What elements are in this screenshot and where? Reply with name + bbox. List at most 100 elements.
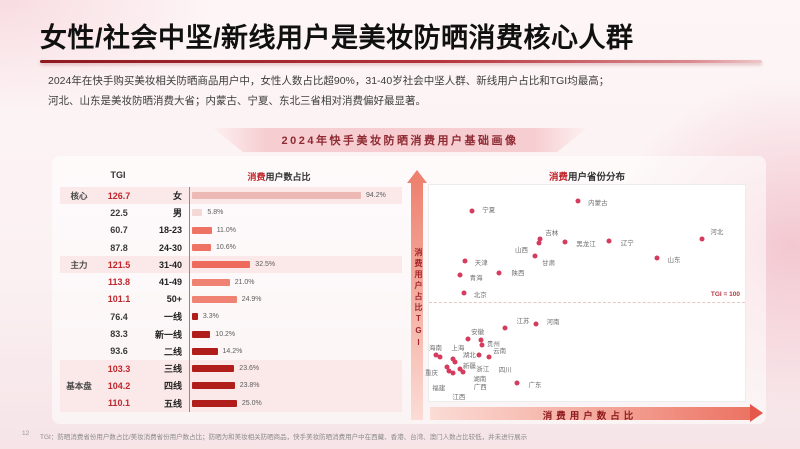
bar-row: 103.3 三线 23.6% bbox=[60, 359, 402, 378]
scatter-label: 天津 bbox=[474, 260, 488, 268]
bar bbox=[192, 365, 235, 373]
scatter-label: 海南 bbox=[428, 345, 442, 353]
scatter-label: 广西 bbox=[473, 383, 487, 391]
bar bbox=[192, 244, 211, 252]
bar-row: 87.8 24-30 10.6% bbox=[60, 238, 402, 257]
scatter-dot bbox=[469, 208, 475, 214]
category-label: 24-30 bbox=[158, 242, 182, 253]
bar-value: 32.5% bbox=[255, 261, 276, 269]
scatter-dot bbox=[575, 198, 581, 204]
scatter-label: 河南 bbox=[546, 318, 560, 326]
group-label: 主力 bbox=[70, 259, 88, 270]
scatter-label: 福建 bbox=[432, 385, 446, 393]
bar-value: 23.6% bbox=[239, 365, 260, 373]
subtitle-line-2: 河北、山东是美妆防晒消费大省；内蒙古、宁夏、东北三省相对消费偏好最显著。 bbox=[48, 94, 426, 107]
scatter-dot bbox=[486, 354, 492, 359]
scatter-dot bbox=[460, 369, 466, 375]
bar-row: 核心 126.7 女 94.2% bbox=[60, 187, 402, 205]
bar-value: 5.8% bbox=[207, 209, 224, 217]
bar-row: 76.4 一线 3.3% bbox=[60, 308, 402, 326]
footnote: TGI：防晒消费省份用户数占比/美妆消费省份用户数占比；防晒为和美妆相关防晒商品… bbox=[40, 434, 528, 441]
scatter-label: 广东 bbox=[528, 382, 542, 390]
tgi-value: 83.3 bbox=[110, 329, 128, 340]
scatter-panel: TGI = 100 宁夏 内蒙古 吉林 山西 黑龙江 辽宁 河北 天津 甘肃 山东 青海 陕西 北京 江苏… bbox=[425, 184, 746, 402]
tgi-value: 76.4 bbox=[110, 311, 128, 322]
bar-area: 32.5% bbox=[189, 256, 402, 274]
page-number: 12 bbox=[22, 430, 30, 437]
title-divider bbox=[40, 60, 762, 63]
scatter-dot bbox=[606, 238, 612, 244]
bar-value: 25.0% bbox=[241, 399, 262, 407]
scatter-title-accent: 消费 bbox=[548, 172, 568, 183]
tgi-value: 87.8 bbox=[110, 242, 128, 253]
scatter-label: 北京 bbox=[473, 292, 487, 299]
scatter-dot bbox=[465, 336, 471, 342]
bar-value: 24.9% bbox=[241, 295, 262, 303]
scatter-dot bbox=[537, 236, 543, 242]
bar-value: 94.2% bbox=[366, 192, 386, 200]
scatter-dot bbox=[699, 236, 705, 242]
bar-rows: 核心 126.7 女 94.2% 22.5 男 5.8% 60.7 18-23 11.0% 87.8… bbox=[60, 187, 402, 412]
scatter-dot bbox=[476, 352, 482, 358]
bar-chart: TGI 消费用户数占比 核心 126.7 女 94.2% 22.5 男 5.8% 60.7 18… bbox=[60, 168, 402, 418]
bar-area: 5.8% bbox=[189, 204, 402, 222]
scatter-label: 新疆 bbox=[462, 363, 476, 371]
bar bbox=[192, 295, 237, 303]
tgi-value: 101.1 bbox=[107, 294, 131, 305]
bar bbox=[192, 313, 198, 321]
scatter-label: 江苏 bbox=[516, 318, 530, 326]
tgi-value: 104.2 bbox=[107, 380, 131, 391]
scatter-label: 河北 bbox=[710, 229, 724, 237]
tgi-value: 103.3 bbox=[107, 363, 131, 374]
scatter-dot bbox=[654, 255, 660, 261]
category-label: 41-49 bbox=[158, 277, 182, 288]
scatter-dot bbox=[444, 364, 450, 370]
scatter-label: 安徽 bbox=[471, 328, 485, 336]
group-label: 基本盘 bbox=[66, 380, 92, 391]
category-label: 一线 bbox=[163, 312, 182, 323]
y-axis-label: 消费用户占比TGI bbox=[414, 248, 423, 350]
tgi-value: 93.6 bbox=[110, 346, 128, 357]
bar-value: 23.8% bbox=[239, 382, 260, 390]
scatter-dot bbox=[478, 337, 484, 343]
tgi-value: 60.7 bbox=[110, 225, 128, 236]
x-axis-arrow: 消费用户数占比 bbox=[430, 404, 764, 424]
bar-area: 23.6% bbox=[189, 359, 402, 378]
category-label: 50+ bbox=[166, 294, 182, 305]
bar-row: 22.5 男 5.8% bbox=[60, 204, 402, 222]
scatter-dot bbox=[462, 258, 468, 264]
bar-area: 11.0% bbox=[189, 221, 402, 239]
scatter-label: 贵州 bbox=[486, 340, 500, 348]
bar-row: 主力 121.5 31-40 32.5% bbox=[60, 256, 402, 274]
subtitle: 2024年在快手购买美妆相关防晒商品用户中，女性人数占比超90%，31-40岁社… bbox=[48, 72, 758, 112]
bar-area: 10.2% bbox=[189, 325, 402, 343]
scatter-label: 黑龙江 bbox=[576, 241, 596, 249]
scatter-label: 江西 bbox=[452, 394, 466, 402]
bar bbox=[192, 192, 361, 200]
scatter-dot bbox=[461, 290, 467, 296]
bar-value: 10.2% bbox=[215, 330, 236, 338]
scatter-dot bbox=[514, 380, 520, 386]
scatter-label: 重庆 bbox=[425, 369, 439, 377]
bar-value: 21.0% bbox=[234, 278, 255, 286]
section-ribbon-label: 2024年快手美妆防晒消费用户基础画像 bbox=[281, 135, 519, 147]
scatter-label: 四川 bbox=[498, 366, 512, 374]
scatter-label: 云南 bbox=[493, 347, 507, 355]
scatter-dot bbox=[536, 240, 542, 246]
bar-value: 3.3% bbox=[202, 313, 219, 321]
category-label: 三线 bbox=[163, 364, 182, 375]
bar bbox=[192, 261, 251, 269]
bar-chart-header: TGI 消费用户数占比 bbox=[60, 170, 402, 184]
scatter-title-rest: 用户省份分布 bbox=[568, 172, 626, 183]
category-label: 二线 bbox=[163, 346, 182, 357]
bar bbox=[192, 209, 203, 217]
scatter-label: 青海 bbox=[469, 275, 483, 283]
tgi-value: 22.5 bbox=[110, 207, 128, 218]
section-ribbon: 2024年快手美妆防晒消费用户基础画像 bbox=[213, 128, 587, 152]
bar-area: 94.2% bbox=[189, 187, 402, 205]
scatter-label: 山东 bbox=[667, 257, 681, 265]
bar-row: 基本盘 104.2 四线 23.8% bbox=[60, 377, 402, 395]
bar-row: 113.8 41-49 21.0% bbox=[60, 273, 402, 291]
y-axis-shaft bbox=[411, 182, 423, 420]
